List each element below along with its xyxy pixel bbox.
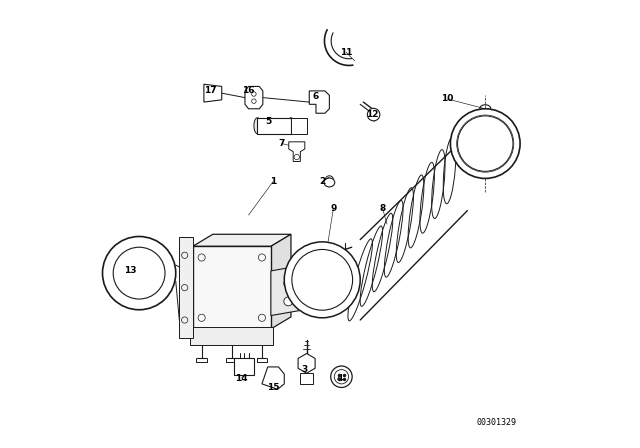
- Text: 1: 1: [270, 177, 276, 186]
- Circle shape: [102, 237, 176, 310]
- Polygon shape: [204, 84, 221, 102]
- Ellipse shape: [254, 118, 261, 134]
- Polygon shape: [289, 142, 305, 161]
- Text: 4: 4: [337, 374, 343, 383]
- Bar: [300, 373, 314, 384]
- Circle shape: [113, 247, 165, 299]
- Bar: [291, 118, 307, 134]
- Polygon shape: [271, 265, 305, 315]
- Polygon shape: [262, 367, 284, 389]
- Ellipse shape: [287, 118, 294, 134]
- Circle shape: [367, 108, 380, 121]
- Text: 15: 15: [267, 383, 279, 392]
- Polygon shape: [271, 234, 291, 329]
- Text: 11: 11: [340, 47, 352, 56]
- Polygon shape: [191, 327, 273, 345]
- Text: 14: 14: [236, 374, 248, 383]
- Text: 10: 10: [441, 95, 454, 103]
- Text: 12: 12: [366, 110, 378, 119]
- Text: 8: 8: [380, 204, 386, 213]
- Text: 6: 6: [312, 92, 319, 101]
- Circle shape: [284, 297, 292, 306]
- Text: 17: 17: [204, 86, 217, 95]
- Text: 2: 2: [319, 177, 325, 186]
- Polygon shape: [245, 86, 263, 109]
- Text: 3: 3: [301, 365, 307, 374]
- Circle shape: [284, 279, 292, 288]
- Text: 00301329: 00301329: [476, 418, 516, 427]
- Circle shape: [284, 242, 360, 318]
- Text: 16: 16: [243, 86, 255, 95]
- Text: 13: 13: [124, 267, 136, 276]
- Text: 5: 5: [266, 117, 272, 126]
- Polygon shape: [309, 91, 330, 113]
- Text: 9: 9: [330, 204, 337, 213]
- Circle shape: [451, 109, 520, 178]
- Ellipse shape: [324, 178, 335, 187]
- Circle shape: [331, 366, 352, 388]
- Polygon shape: [193, 234, 291, 246]
- Polygon shape: [193, 246, 271, 329]
- Circle shape: [292, 250, 353, 310]
- Polygon shape: [298, 353, 315, 373]
- Bar: [257, 118, 291, 134]
- Bar: [234, 358, 254, 375]
- Text: 7: 7: [279, 139, 285, 148]
- Polygon shape: [179, 237, 193, 338]
